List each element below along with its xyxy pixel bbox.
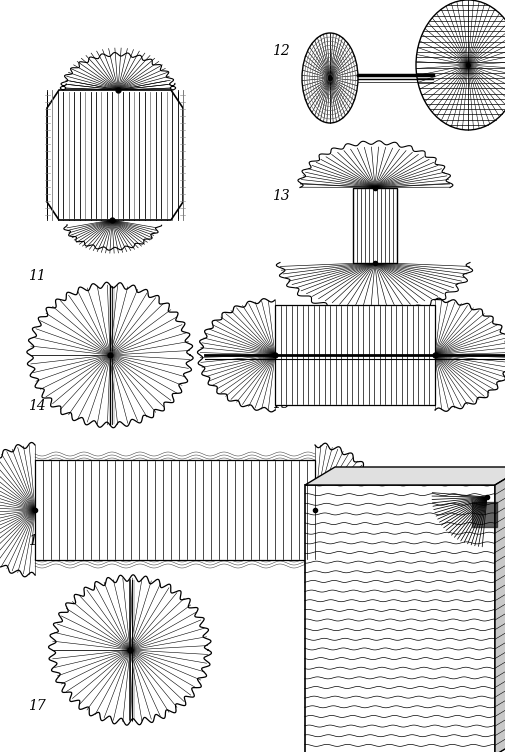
Text: 16: 16 [28,534,46,548]
Text: 12: 12 [272,44,290,58]
Polygon shape [305,467,505,485]
Polygon shape [495,467,505,752]
Text: 11: 11 [28,269,46,283]
Text: 14: 14 [28,399,46,413]
Text: 17: 17 [28,699,46,713]
Bar [275,305,435,405]
Text: 13: 13 [272,189,290,203]
Bar [353,187,397,262]
Polygon shape [47,90,183,220]
Bar [305,485,495,752]
Bar [35,460,315,560]
Text: 15: 15 [272,397,290,411]
Text: 18: 18 [308,699,326,713]
